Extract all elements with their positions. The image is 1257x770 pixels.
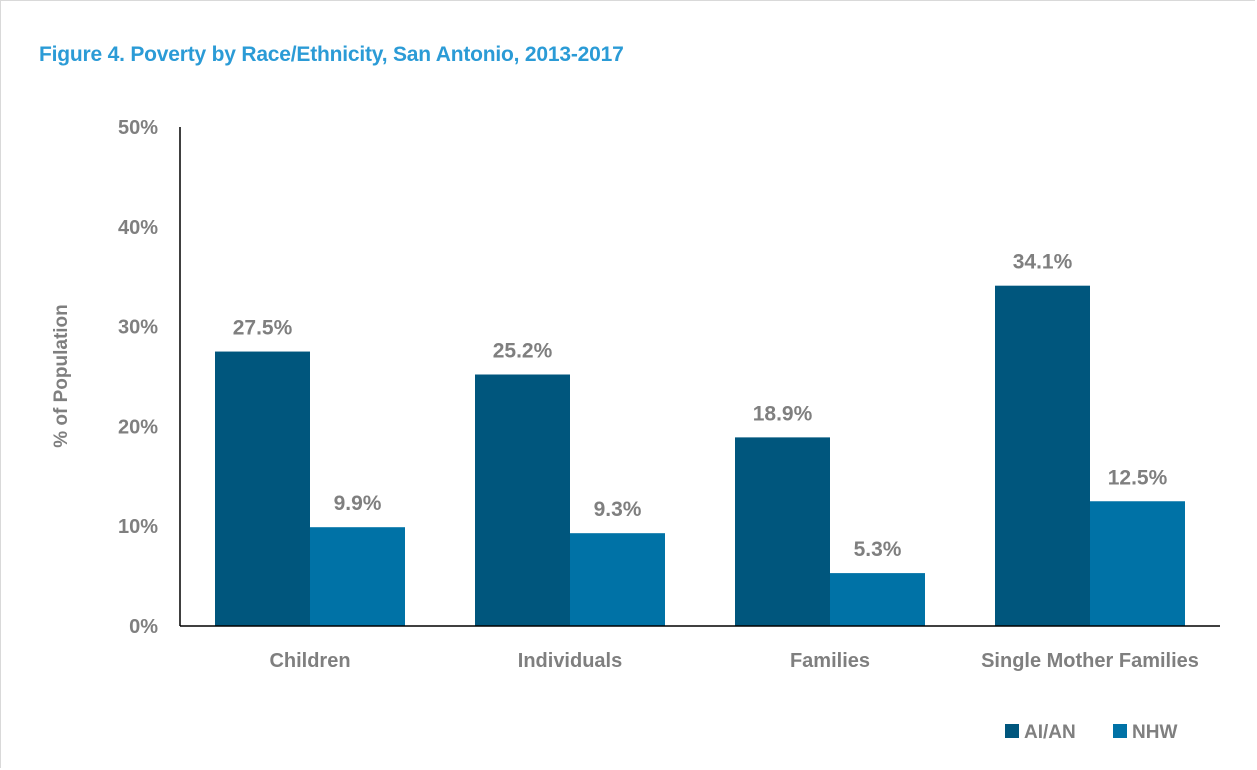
legend-swatch-nhw bbox=[1113, 724, 1127, 738]
y-tick-label: 10% bbox=[118, 516, 158, 538]
bar-nhw bbox=[570, 533, 665, 626]
y-axis-label: % of Population bbox=[51, 304, 72, 448]
data-label: 9.3% bbox=[594, 498, 642, 521]
chart-title: Figure 4. Poverty by Race/Ethnicity, San… bbox=[39, 43, 624, 66]
bar-nhw bbox=[310, 527, 405, 626]
data-label: 9.9% bbox=[334, 492, 382, 515]
data-label: 18.9% bbox=[753, 402, 813, 425]
bar-ai-an bbox=[475, 374, 570, 626]
bar-nhw bbox=[1090, 501, 1185, 626]
legend-label: NHW bbox=[1132, 722, 1177, 743]
y-tick-label: 40% bbox=[118, 217, 158, 239]
data-label: 12.5% bbox=[1108, 466, 1168, 489]
bar-ai-an bbox=[215, 351, 310, 626]
x-tick-label: Single Mother Families bbox=[981, 650, 1199, 672]
bar-ai-an bbox=[735, 437, 830, 626]
data-label: 34.1% bbox=[1013, 251, 1073, 274]
legend-label: AI/AN bbox=[1024, 722, 1076, 743]
data-label: 25.2% bbox=[493, 340, 553, 363]
x-tick-label: Children bbox=[269, 650, 350, 672]
y-tick-label: 20% bbox=[118, 416, 158, 438]
bar-ai-an bbox=[995, 285, 1090, 626]
data-label: 27.5% bbox=[233, 317, 293, 340]
data-label: 5.3% bbox=[854, 538, 902, 561]
legend-swatch-ai-an bbox=[1005, 724, 1019, 738]
y-tick-label: 30% bbox=[118, 317, 158, 339]
x-tick-label: Families bbox=[790, 650, 870, 672]
bar-nhw bbox=[830, 573, 925, 626]
y-tick-label: 0% bbox=[129, 616, 158, 638]
x-tick-label: Individuals bbox=[518, 650, 622, 672]
y-tick-label: 50% bbox=[118, 117, 158, 139]
